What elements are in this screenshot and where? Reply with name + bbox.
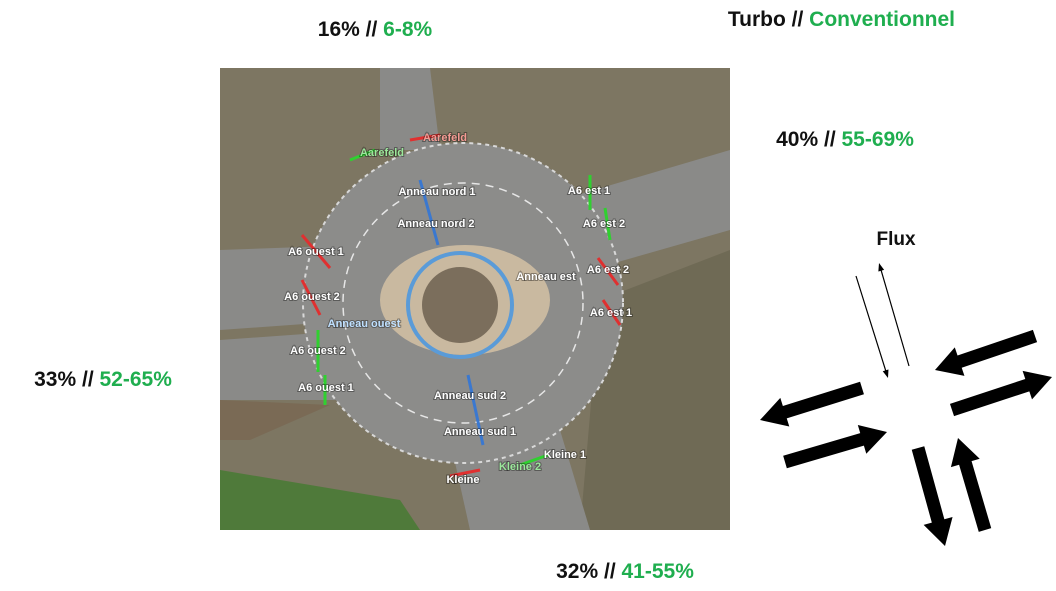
photo-label: A6 est 1	[568, 185, 610, 197]
approach-west: 33% // 52-65%	[34, 368, 172, 391]
photo-label: A6 ouest 1	[298, 382, 354, 394]
photo-label: Anneau sud 2	[434, 390, 506, 402]
photo-label: Anneau nord 2	[397, 218, 474, 230]
flux-arrows	[760, 263, 1052, 546]
arrow	[911, 446, 953, 546]
photo-label: Anneau est	[516, 271, 576, 283]
arrow	[878, 263, 910, 367]
approach-east: 40% // 55-69%	[776, 128, 914, 151]
arrow	[950, 438, 992, 532]
aerial-photo	[220, 68, 730, 530]
flux-label: Flux	[876, 229, 915, 250]
legend-sep: //	[792, 8, 804, 31]
photo-label: Kleine 1	[544, 449, 586, 461]
photo-label: A6 est 1	[590, 307, 632, 319]
arrow	[855, 275, 889, 378]
photo-label: Aarefeld	[423, 132, 467, 144]
legend-conv: Conventionnel	[809, 8, 955, 31]
arrow	[949, 370, 1052, 417]
conv: 6-8%	[383, 18, 432, 41]
arrow	[783, 424, 887, 469]
photo-label: Anneau sud 1	[444, 426, 516, 438]
legend-turbo: Turbo	[728, 8, 786, 31]
photo-label: Kleine 2	[499, 461, 541, 473]
photo-label: Kleine	[446, 474, 479, 486]
photo-label: Anneau nord 1	[398, 186, 475, 198]
photo-label: A6 est 2	[587, 264, 629, 276]
conv: 55-69%	[842, 128, 915, 151]
conv: 52-65%	[100, 368, 173, 391]
turbo: 33%	[34, 368, 76, 391]
legend: Turbo // Conventionnel	[728, 8, 955, 31]
photo-label: A6 ouest 1	[288, 246, 344, 258]
turbo: 16%	[318, 18, 360, 41]
sep: //	[366, 18, 378, 41]
arrow	[760, 381, 864, 427]
turbo: 32%	[556, 560, 598, 583]
sep: //	[824, 128, 836, 151]
approach-north: 16% // 6-8%	[318, 18, 433, 41]
photo-label: A6 ouest 2	[290, 345, 346, 357]
approach-south: 32% // 41-55%	[556, 560, 694, 583]
photo-label: A6 ouest 2	[284, 291, 340, 303]
photo-label: Aarefeld	[360, 147, 404, 159]
arrow	[935, 329, 1038, 376]
photo-label: A6 est 2	[583, 218, 625, 230]
photo-labels: Aarefeld Aarefeld Anneau nord 1 Anneau nord…	[283, 131, 633, 487]
photo-label: Anneau ouest	[328, 318, 401, 330]
turbo: 40%	[776, 128, 818, 151]
sep: //	[82, 368, 94, 391]
sep: //	[604, 560, 616, 583]
conv: 41-55%	[622, 560, 695, 583]
